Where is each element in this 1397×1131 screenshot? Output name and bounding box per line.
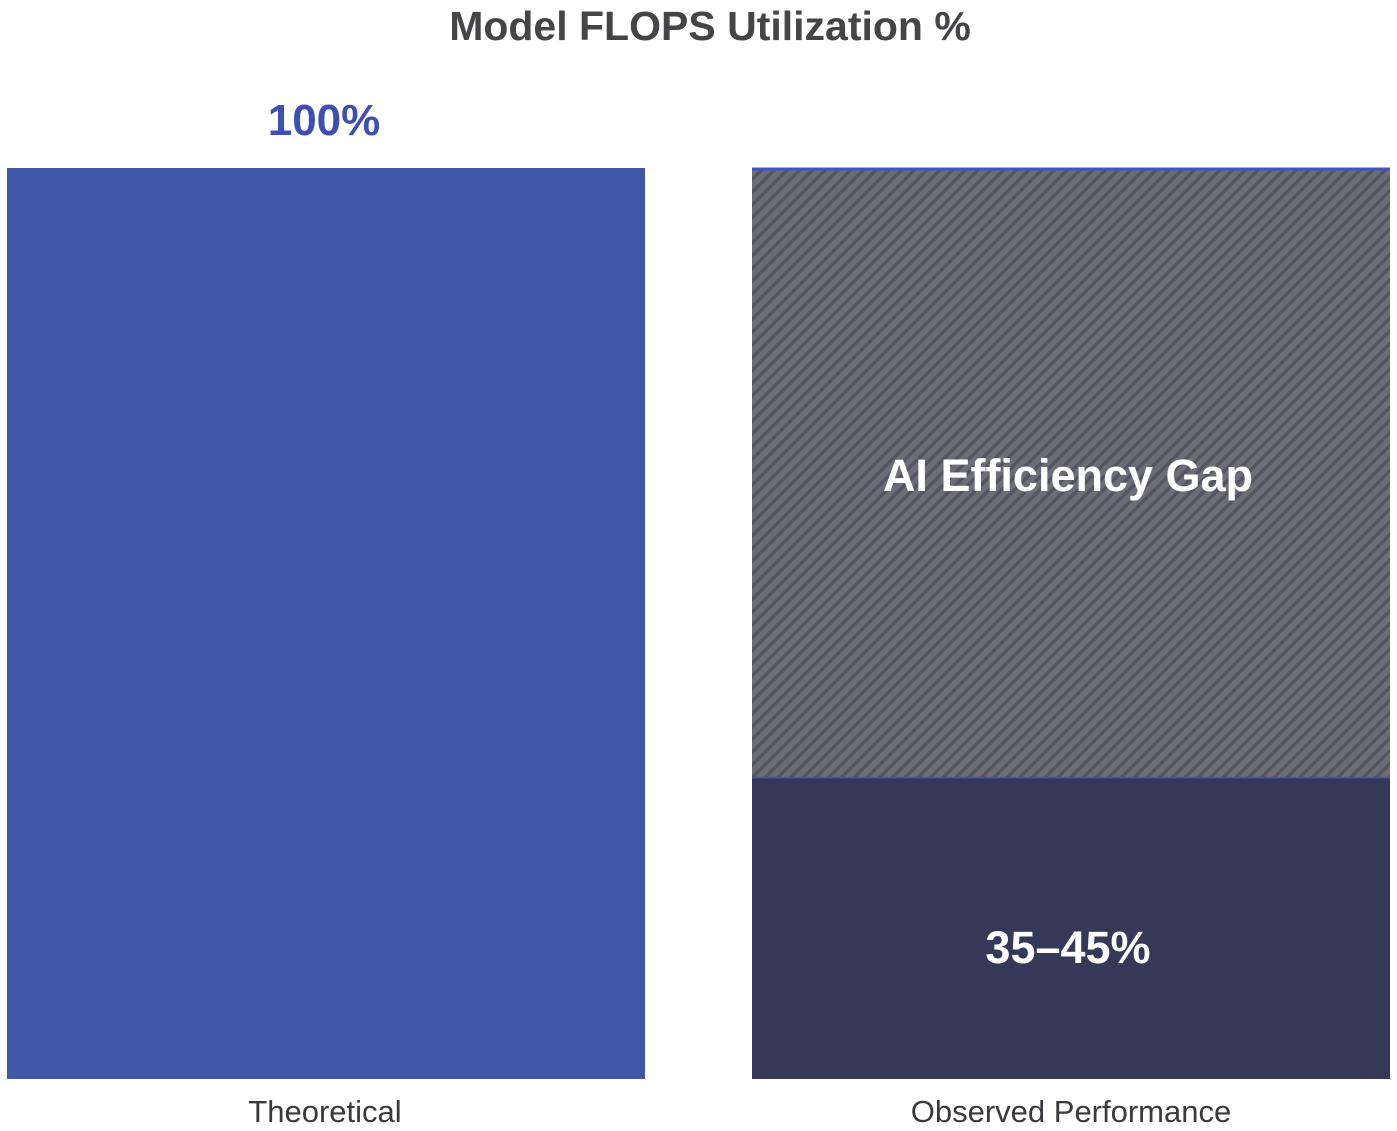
x-tick-label-observed-performance: Observed Performance <box>911 1094 1231 1129</box>
bar-observed-performance-segment <box>752 778 1390 1079</box>
observed-value-label: 35–45% <box>985 922 1150 973</box>
bar-observed-gap-segment <box>752 168 1390 779</box>
theoretical-value-label: 100% <box>268 96 381 145</box>
bar-theoretical <box>7 168 645 1079</box>
gap-segment-label: AI Efficiency Gap <box>883 450 1253 501</box>
x-tick-label-theoretical: Theoretical <box>248 1094 401 1129</box>
chart-title: Model FLOPS Utilization % <box>449 3 971 49</box>
